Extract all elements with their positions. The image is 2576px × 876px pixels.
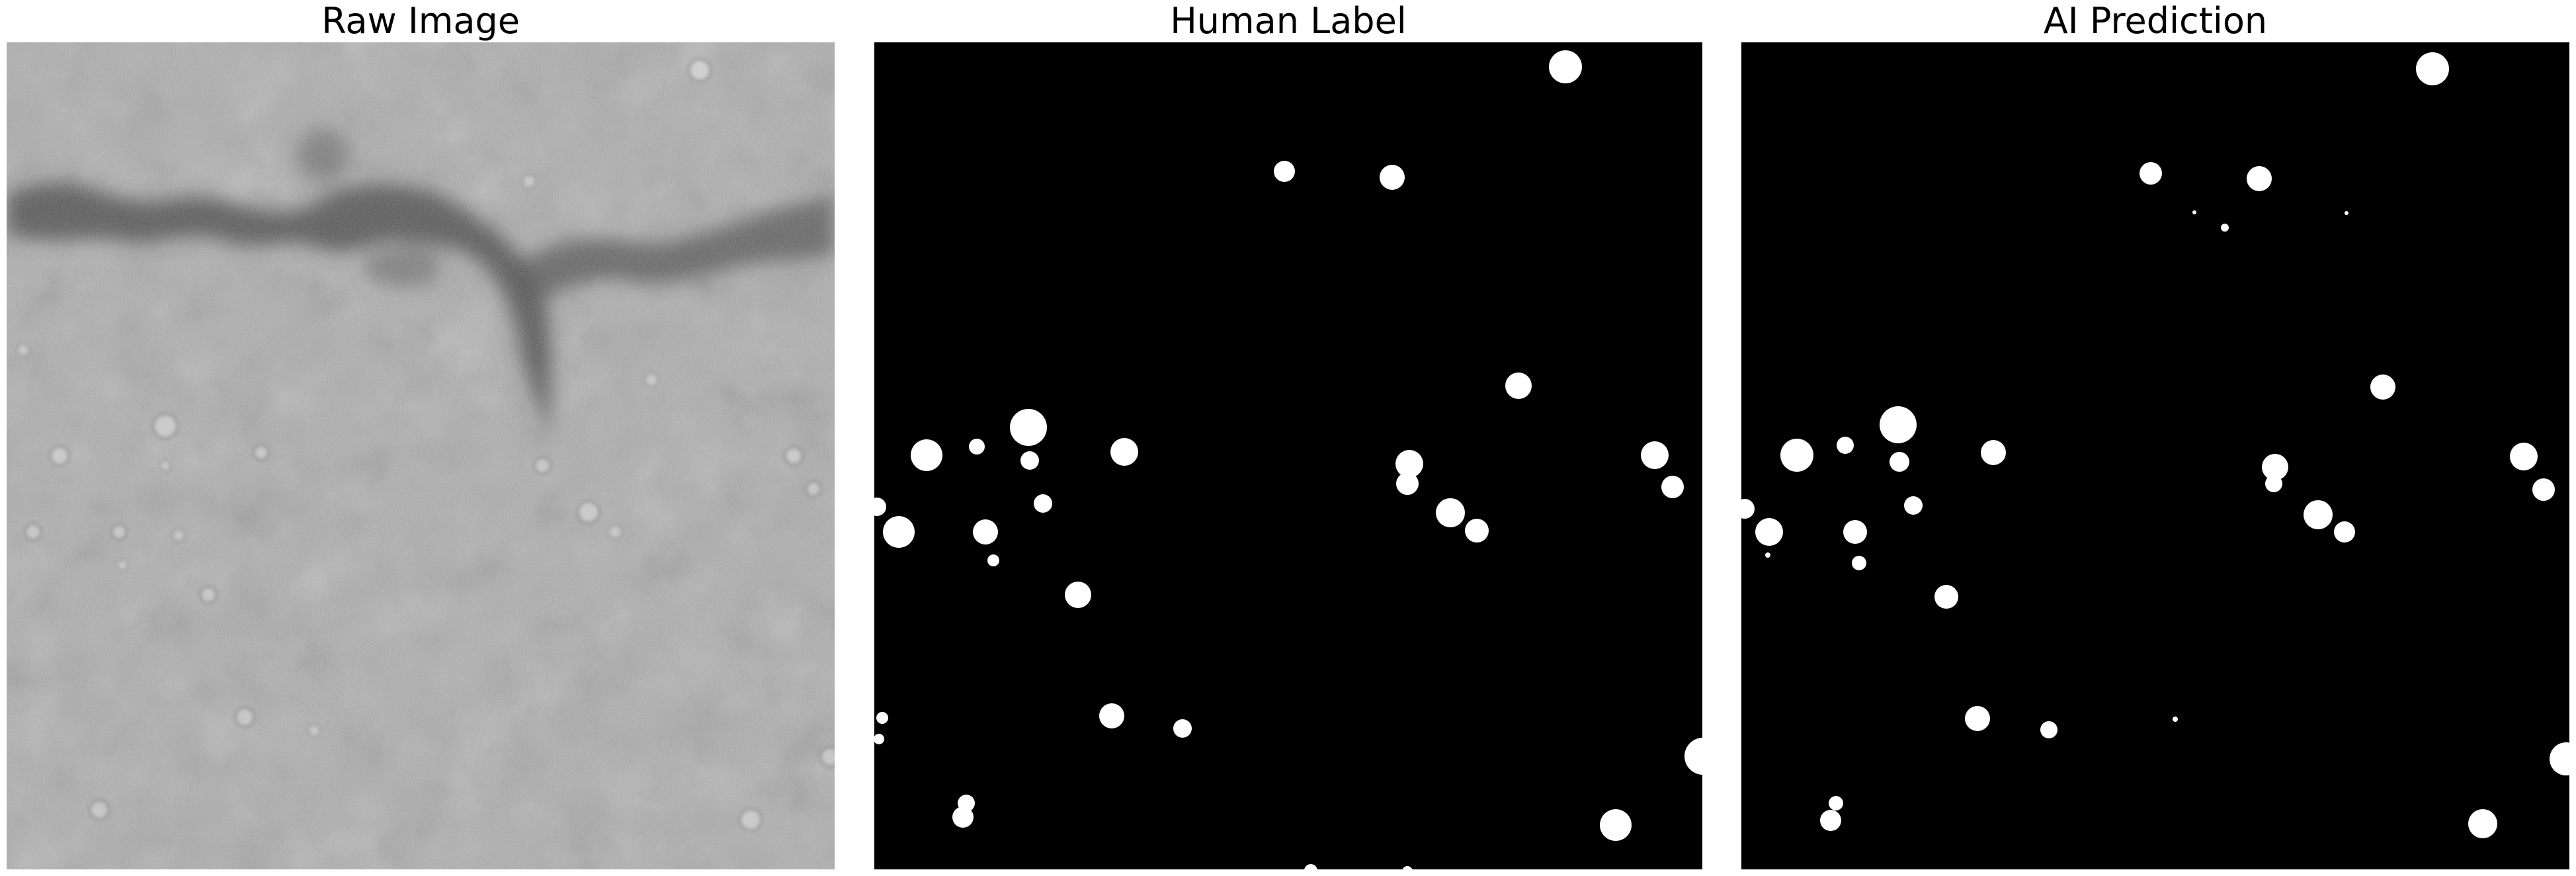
panel-title-human: Human Label [1170,0,1407,42]
human-label-blobs [874,50,1702,869]
panel-raw-image: Raw Image [7,0,835,876]
human-label-mask [874,42,1702,869]
panel-ai-prediction: AI Prediction [1741,0,2569,876]
panel-human-label: Human Label [874,0,1702,876]
panel-title-ai: AI Prediction [2043,0,2268,42]
panel-title-raw: Raw Image [321,0,520,42]
ai-prediction-blobs [1741,52,2569,838]
raw-image [7,42,835,869]
raw-grain [7,42,835,869]
ai-prediction-mask [1741,42,2569,869]
